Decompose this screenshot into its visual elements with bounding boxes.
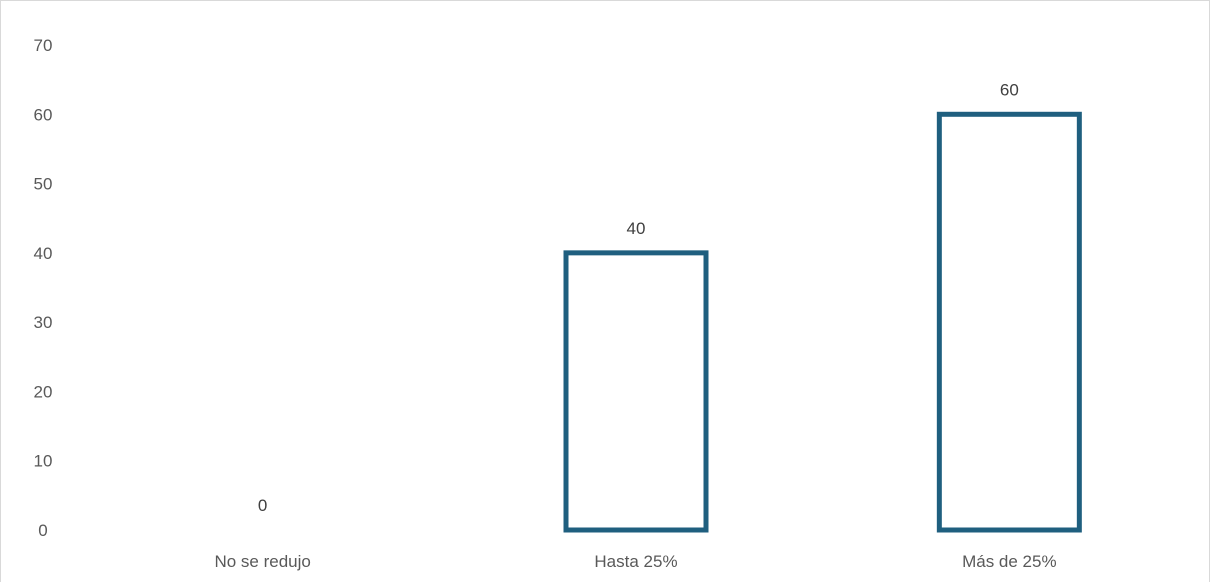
y-tick-label-20: 20 — [34, 382, 53, 401]
y-tick-label-60: 60 — [34, 105, 53, 124]
bar-1 — [563, 250, 709, 533]
y-tick-label-40: 40 — [34, 244, 53, 263]
y-tick-label-50: 50 — [34, 175, 53, 194]
bar-2 — [936, 111, 1082, 533]
y-tick-label-10: 10 — [34, 452, 53, 471]
data-label-1: 40 — [627, 219, 646, 238]
y-tick-label-0: 0 — [38, 521, 47, 540]
data-label-0: 0 — [258, 496, 267, 515]
y-tick-label-30: 30 — [34, 313, 53, 332]
category-label-1: Hasta 25% — [594, 552, 677, 571]
y-tick-label-70: 70 — [34, 36, 53, 55]
data-label-2: 60 — [1000, 80, 1019, 99]
category-label-0: No se redujo — [214, 552, 310, 571]
category-label-2: Más de 25% — [962, 552, 1057, 571]
